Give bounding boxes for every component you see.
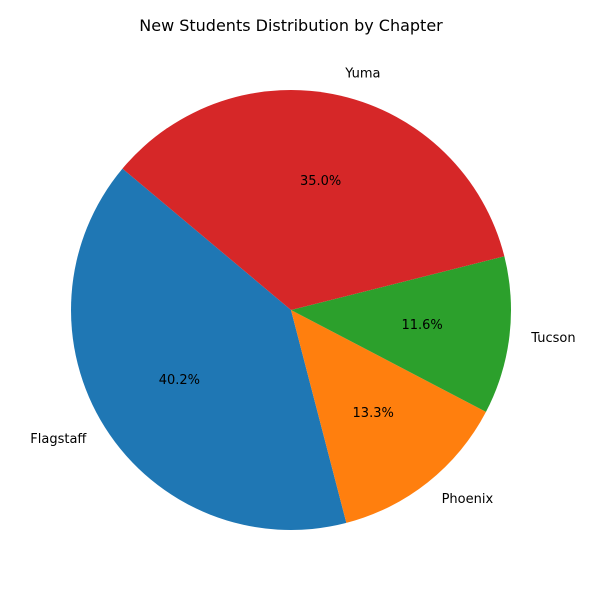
slice-label-flagstaff: Flagstaff [30, 432, 87, 447]
pie-slice-flagstaff [71, 168, 347, 530]
chart-title: New Students Distribution by Chapter [139, 16, 443, 35]
slice-label-tucson: Tucson [530, 331, 575, 346]
percent-label-flagstaff: 40.2% [159, 373, 200, 388]
pie-slice-yuma [122, 90, 505, 310]
pie-slice-tucson [291, 256, 512, 412]
pie-labels: Flagstaff 40.2% Phoenix 13.3% Tucson 11.6% Yum… [30, 67, 575, 507]
slice-label-yuma: Yuma [344, 67, 380, 82]
pie-slices [71, 90, 512, 530]
pie-slice-phoenix [291, 310, 486, 523]
slice-label-phoenix: Phoenix [442, 492, 494, 507]
percent-label-tucson: 11.6% [401, 318, 442, 333]
percent-label-phoenix: 13.3% [353, 406, 394, 421]
percent-label-yuma: 35.0% [300, 174, 341, 189]
